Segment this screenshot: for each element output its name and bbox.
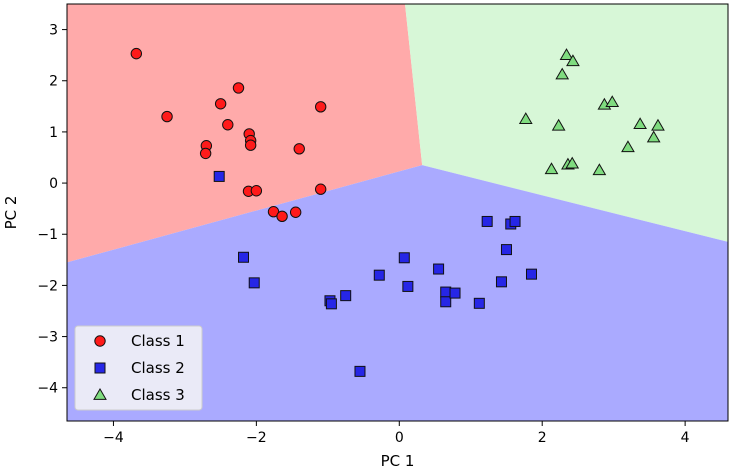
y-tick-label: 2 (49, 74, 58, 90)
x-tick-label: 2 (538, 430, 547, 446)
class-1-point (232, 82, 245, 94)
class-1-point (130, 47, 143, 60)
class-1-point (276, 210, 288, 223)
class-2-point (402, 280, 414, 292)
class-2-point (398, 252, 410, 264)
legend-class-1-label: Class 1 (131, 332, 185, 350)
class-3-point (592, 163, 607, 176)
class-3-point (555, 67, 570, 80)
class-2-point (433, 263, 445, 275)
class-1-point (314, 101, 327, 113)
data-points (130, 47, 665, 377)
y-tick-label: 0 (49, 176, 58, 192)
x-tick-label: 4 (681, 430, 690, 446)
class-1-point (244, 139, 257, 151)
class-3-point (566, 54, 580, 67)
class-1-point (222, 119, 234, 131)
class-2-point (248, 277, 260, 289)
legend: Class 1 Class 2 Class 3 (74, 325, 203, 411)
class-3-point (605, 95, 620, 108)
legend-class-1-marker (94, 335, 106, 347)
class-1-point (161, 110, 173, 123)
class-2-point (340, 290, 352, 302)
legend-class-3-marker (93, 388, 107, 400)
class-2-point (373, 269, 385, 281)
class-3-point (559, 48, 574, 60)
y-tick-label: −3 (37, 330, 58, 346)
plot-frame (66, 3, 729, 422)
x-tick-label: −4 (103, 430, 124, 446)
class-1-point (293, 143, 305, 155)
class-2-point (481, 215, 493, 227)
class-1-point (214, 98, 227, 110)
class-2-point (354, 365, 366, 377)
x-axis-ticks: −4 −2 0 2 4 (103, 421, 690, 446)
class-3-point (544, 162, 559, 175)
y-tick-label: −2 (37, 278, 58, 294)
y-tick-label: 3 (49, 23, 58, 39)
y-axis-ticks: −4 −3 −2 −1 0 1 2 3 (37, 23, 67, 397)
class-2-point (449, 287, 461, 299)
class-3-point (621, 140, 635, 153)
x-tick-label: −2 (246, 430, 267, 446)
y-tick-label: −4 (37, 381, 58, 397)
class-2-point (213, 170, 225, 182)
region-class-3 (405, 4, 728, 242)
x-axis-label: PC 1 (381, 452, 415, 470)
class-3-point (633, 117, 647, 130)
class-3-point (565, 156, 580, 169)
class-2-point (440, 286, 452, 298)
class-1-point (289, 206, 302, 218)
class-2-point (500, 244, 512, 256)
class-1-point (199, 147, 212, 160)
y-tick-label: 1 (49, 125, 58, 141)
legend-class-3-label: Class 3 (131, 386, 185, 404)
y-axis-label: PC 2 (2, 196, 20, 230)
x-tick-label: 0 (395, 430, 404, 446)
class-3-point (551, 118, 566, 131)
class-2-point (509, 215, 521, 227)
class-2-point (238, 251, 250, 263)
class-2-point (525, 268, 537, 280)
legend-class-2-label: Class 2 (131, 359, 185, 377)
class-3-point (518, 112, 533, 124)
decision-regions (67, 4, 728, 421)
class-3-point (651, 118, 665, 131)
class-2-point (473, 297, 485, 309)
class-2-point (325, 298, 337, 310)
class-1-point (250, 185, 263, 197)
class-2-point (495, 276, 507, 288)
class-1-point (314, 183, 327, 195)
legend-class-2-marker (94, 362, 106, 374)
region-class-2 (67, 165, 728, 421)
legend-box (74, 325, 203, 411)
class-1-point (267, 206, 280, 218)
y-tick-label: −1 (37, 227, 58, 243)
class-3-point (646, 130, 661, 143)
class-2-point (440, 296, 452, 308)
